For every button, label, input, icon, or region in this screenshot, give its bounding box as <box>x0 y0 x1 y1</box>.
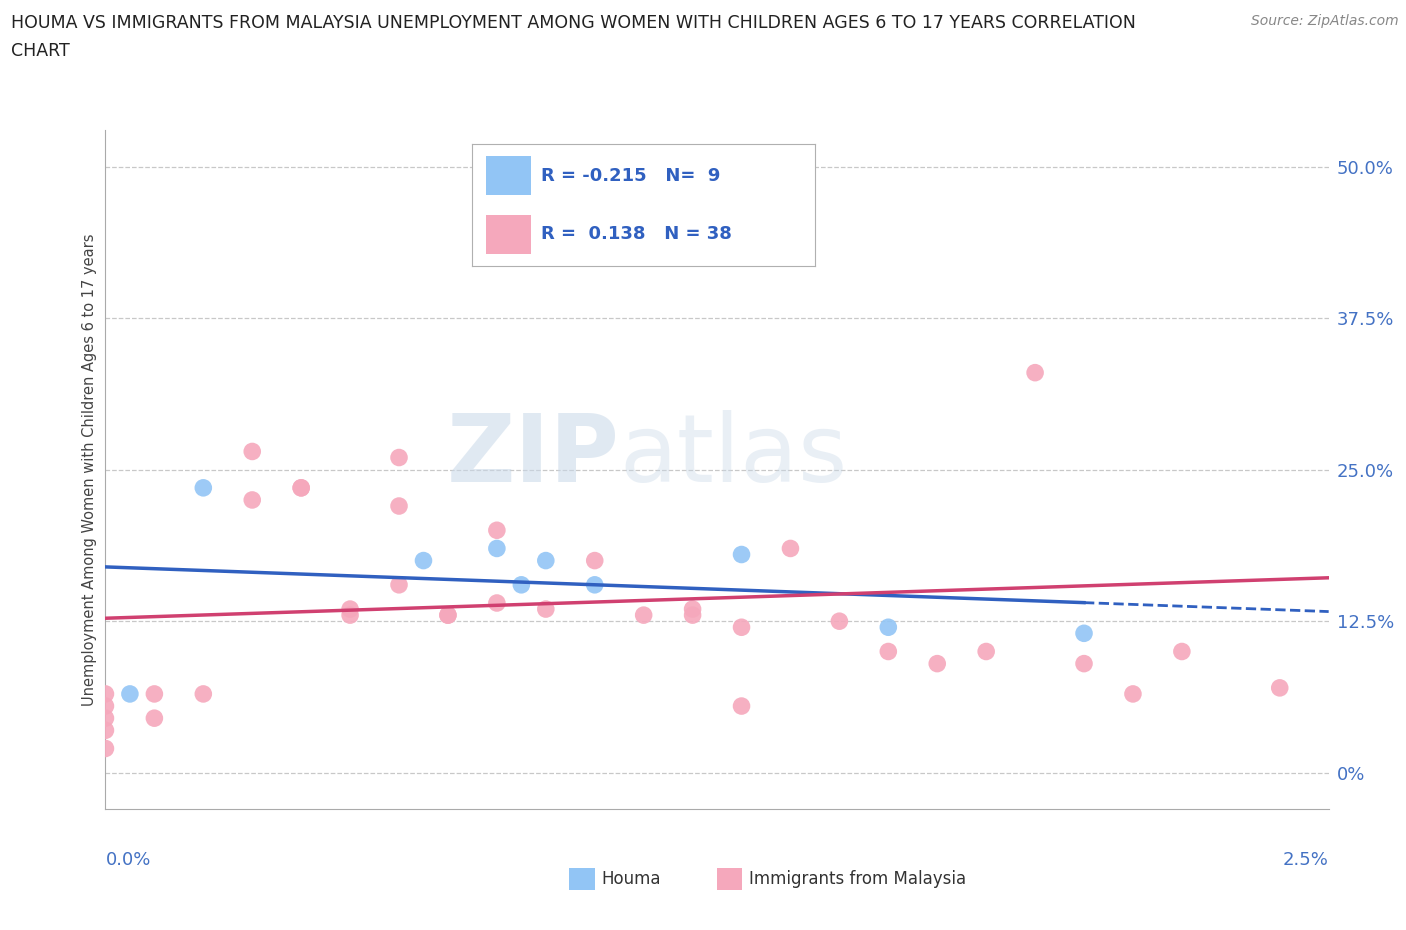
Point <box>339 607 361 622</box>
Point <box>583 553 606 568</box>
Point <box>1024 365 1046 380</box>
Point <box>1268 681 1291 696</box>
Text: 0.0%: 0.0% <box>105 851 150 869</box>
Point <box>94 686 117 701</box>
Text: Source: ZipAtlas.com: Source: ZipAtlas.com <box>1251 14 1399 28</box>
Point <box>94 741 117 756</box>
Point <box>240 444 263 458</box>
Point <box>240 493 263 508</box>
Point <box>388 578 411 592</box>
Point <box>94 723 117 737</box>
Text: 2.5%: 2.5% <box>1282 851 1329 869</box>
Point <box>633 607 655 622</box>
Point <box>682 602 704 617</box>
Point <box>682 607 704 622</box>
Point <box>485 541 508 556</box>
Point <box>730 547 752 562</box>
Text: Immigrants from Malaysia: Immigrants from Malaysia <box>749 870 966 888</box>
Point <box>1073 657 1095 671</box>
Text: atlas: atlas <box>619 410 848 502</box>
Point <box>388 498 411 513</box>
Point <box>388 450 411 465</box>
Point <box>779 541 801 556</box>
Point <box>94 711 117 725</box>
Point <box>485 523 508 538</box>
Point <box>437 607 460 622</box>
Point <box>290 481 312 496</box>
Point <box>974 644 997 659</box>
Point <box>94 698 117 713</box>
Point <box>877 619 900 634</box>
Point <box>583 578 606 592</box>
Point <box>1073 626 1095 641</box>
Text: ZIP: ZIP <box>446 410 619 502</box>
Point <box>143 711 166 725</box>
Point <box>779 214 801 229</box>
Point <box>193 481 215 496</box>
Point <box>339 602 361 617</box>
Text: HOUMA VS IMMIGRANTS FROM MALAYSIA UNEMPLOYMENT AMONG WOMEN WITH CHILDREN AGES 6 : HOUMA VS IMMIGRANTS FROM MALAYSIA UNEMPL… <box>11 14 1136 32</box>
Text: Houma: Houma <box>602 870 661 888</box>
Point <box>730 619 752 634</box>
Point <box>730 698 752 713</box>
Point <box>828 614 851 629</box>
Point <box>1122 686 1144 701</box>
Point <box>1171 644 1194 659</box>
Point <box>877 644 900 659</box>
Point <box>534 553 557 568</box>
Point <box>485 595 508 610</box>
Text: CHART: CHART <box>11 42 70 60</box>
Point <box>290 481 312 496</box>
Point <box>534 602 557 617</box>
Point <box>437 607 460 622</box>
Point <box>412 553 434 568</box>
Y-axis label: Unemployment Among Women with Children Ages 6 to 17 years: Unemployment Among Women with Children A… <box>82 233 97 706</box>
Point <box>193 686 215 701</box>
Point <box>143 686 166 701</box>
Point <box>927 657 949 671</box>
Point <box>118 686 141 701</box>
Point <box>510 578 533 592</box>
